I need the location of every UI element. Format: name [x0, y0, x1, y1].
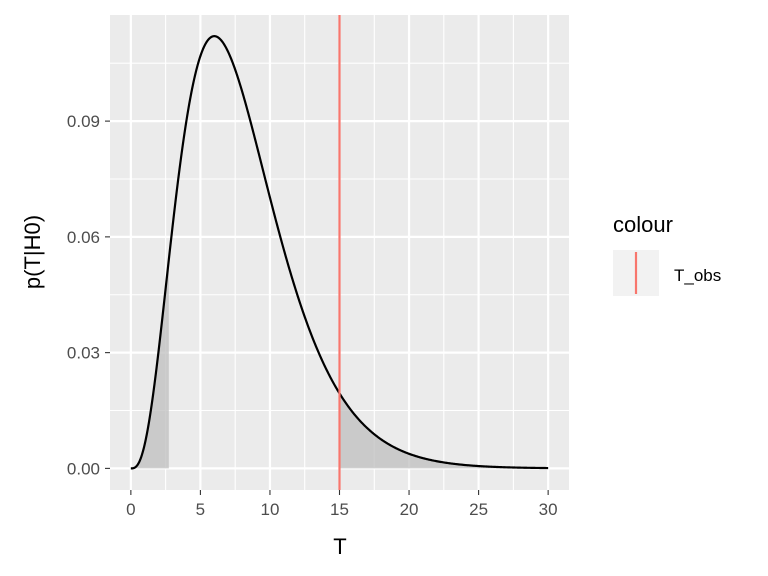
y-axis-ticks: 0.00 0.03 0.06 0.09	[67, 112, 110, 478]
legend-entry-label: T_obs	[674, 266, 721, 285]
y-tick-label: 0.09	[67, 112, 100, 131]
shaded-region-upper	[339, 393, 549, 469]
y-tick-label: 0.03	[67, 344, 100, 363]
x-tick-label: 10	[260, 500, 279, 519]
legend-title: colour	[613, 212, 673, 237]
y-tick-label: 0.06	[67, 228, 100, 247]
x-tick-label: 30	[539, 500, 558, 519]
y-tick-label: 0.00	[67, 459, 100, 478]
x-axis-title: T	[333, 534, 346, 559]
x-tick-label: 20	[400, 500, 419, 519]
y-axis-title: p(T|H0)	[20, 215, 45, 289]
x-axis-ticks: 0 5 10 15 20 25 30	[126, 490, 558, 519]
x-tick-label: 25	[469, 500, 488, 519]
x-tick-label: 0	[126, 500, 135, 519]
shaded-region-lower	[130, 259, 169, 469]
shaded-regions	[130, 259, 549, 469]
x-tick-label: 5	[196, 500, 205, 519]
legend: colour T_obs	[613, 212, 721, 296]
x-tick-label: 15	[330, 500, 349, 519]
